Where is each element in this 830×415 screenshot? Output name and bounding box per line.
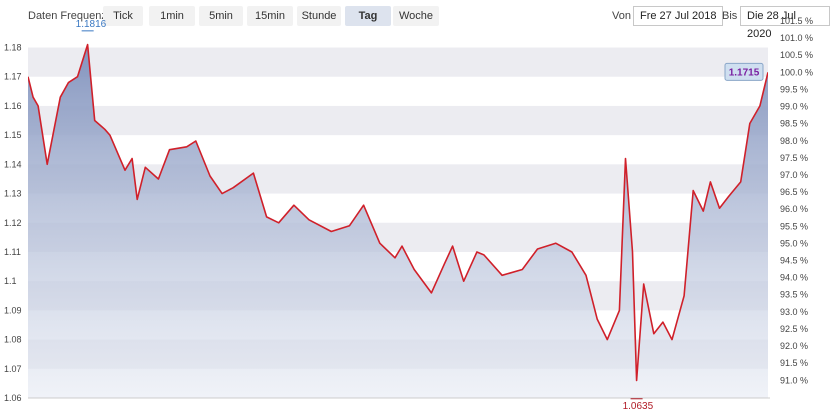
price-area: [28, 44, 768, 398]
annotations: 1.1816 1.0635 1.1715: [76, 19, 764, 412]
frequency-button-tag[interactable]: Tag: [345, 6, 391, 26]
y2-tick-label: 101.5 %: [780, 16, 813, 26]
chart-toolbar: Daten Frequenz Tick 1min 5min 15min Stun…: [0, 0, 830, 40]
from-date-input[interactable]: Fre 27 Jul 2018: [633, 6, 724, 26]
y2-tick-label: 91.0 %: [780, 375, 808, 385]
y2-tick-label: 95.0 %: [780, 238, 808, 248]
y-axis-left: 1.18 1.17 1.16 1.15 1.14 1.13 1.12 1.11 1.1 1.09 1…: [4, 43, 22, 403]
frequency-button-woche[interactable]: Woche: [393, 6, 439, 26]
y2-tick-label: 101.0 %: [780, 33, 813, 43]
grid-band: [28, 47, 768, 77]
y-tick-label: 1.06: [4, 393, 22, 403]
y-tick-label: 1.08: [4, 335, 22, 345]
y-tick-label: 1.13: [4, 189, 22, 199]
y2-tick-label: 100.5 %: [780, 50, 813, 60]
frequency-button-stunde[interactable]: Stunde: [297, 6, 341, 26]
to-label: Bis: [722, 10, 738, 22]
y2-tick-label: 94.5 %: [780, 256, 808, 266]
y-tick-label: 1.07: [4, 364, 22, 374]
frequency-label: Daten Frequenz: [28, 10, 107, 22]
max-value-label: 1.1816: [76, 19, 107, 30]
y2-tick-label: 98.0 %: [780, 136, 808, 146]
frequency-button-15min[interactable]: 15min: [247, 6, 293, 26]
y2-tick-label: 94.0 %: [780, 273, 808, 283]
y2-tick-label: 96.5 %: [780, 187, 808, 197]
y2-tick-label: 98.5 %: [780, 119, 808, 129]
y2-tick-label: 93.5 %: [780, 290, 808, 300]
price-line: [28, 43, 768, 382]
y2-tick-label: 99.5 %: [780, 84, 808, 94]
y2-tick-label: 91.5 %: [780, 358, 808, 368]
y-axis-right: 101.5 % 101.0 % 100.5 % 100.0 % 99.5 % 99.0 %…: [780, 16, 813, 385]
y2-tick-label: 99.0 %: [780, 102, 808, 112]
y2-tick-label: 96.0 %: [780, 204, 808, 214]
y-tick-label: 1.18: [4, 43, 22, 53]
y2-tick-label: 97.0 %: [780, 170, 808, 180]
y-tick-label: 1.09: [4, 305, 22, 315]
min-value-label: 1.0635: [623, 401, 654, 412]
y2-tick-label: 92.0 %: [780, 341, 808, 351]
y-tick-label: 1.11: [4, 247, 21, 257]
to-date-input[interactable]: Die 28 Jul 2020: [740, 6, 830, 40]
y2-tick-label: 92.5 %: [780, 324, 808, 334]
y-tick-label: 1.16: [4, 101, 22, 111]
y-tick-label: 1.1: [4, 276, 17, 286]
y-tick-label: 1.17: [4, 72, 22, 82]
y2-tick-label: 97.5 %: [780, 153, 808, 163]
grid-band: [28, 105, 768, 136]
frequency-button-tick[interactable]: Tick: [103, 6, 143, 26]
from-label: Von: [612, 10, 631, 22]
y-tick-label: 1.12: [4, 218, 22, 228]
last-value-badge: [724, 62, 764, 81]
y2-tick-label: 100.0 %: [780, 67, 813, 77]
last-value-label: 1.1715: [729, 67, 760, 78]
y2-tick-label: 93.0 %: [780, 307, 808, 317]
y2-tick-label: 95.5 %: [780, 221, 808, 231]
y-tick-label: 1.15: [4, 130, 22, 140]
frequency-button-5min[interactable]: 5min: [199, 6, 243, 26]
y-tick-label: 1.14: [4, 159, 22, 169]
frequency-button-1min[interactable]: 1min: [149, 6, 195, 26]
